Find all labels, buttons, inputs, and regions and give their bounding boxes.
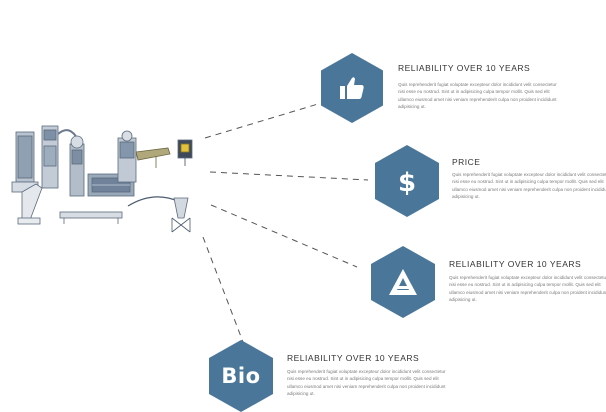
feature-description-2: Quis reprehenderit fugiat voluptate exce… [452, 172, 606, 199]
machine-illustration [11, 125, 193, 233]
triangle-logo-icon [389, 269, 417, 295]
svg-text:$: $ [398, 168, 416, 196]
thumbs-up-icon [340, 77, 364, 99]
feature-title-4: RELIABILITY OVER 10 YEARS [287, 353, 420, 363]
feature-description-4: Quis reprehenderit fugiat voluptate exce… [287, 369, 446, 396]
dollar-icon: $ [398, 168, 416, 196]
bio-icon: Bio [221, 364, 261, 388]
connector-line-3 [210, 204, 358, 268]
feature-title-3: RELIABILITY OVER 10 YEARS [449, 259, 582, 269]
connector-line-2 [209, 171, 369, 181]
feature-title-2: PRICE [452, 157, 481, 167]
connector-line-4 [202, 236, 244, 343]
feature-description-1: Quis reprehenderit fugiat voluptate exce… [398, 82, 557, 109]
connector-line-1 [204, 103, 319, 139]
feature-title-1: RELIABILITY OVER 10 YEARS [398, 63, 531, 73]
feature-hexagon-1 [321, 53, 383, 123]
feature-description-3: Quis reprehenderit fugiat voluptate exce… [449, 275, 606, 302]
